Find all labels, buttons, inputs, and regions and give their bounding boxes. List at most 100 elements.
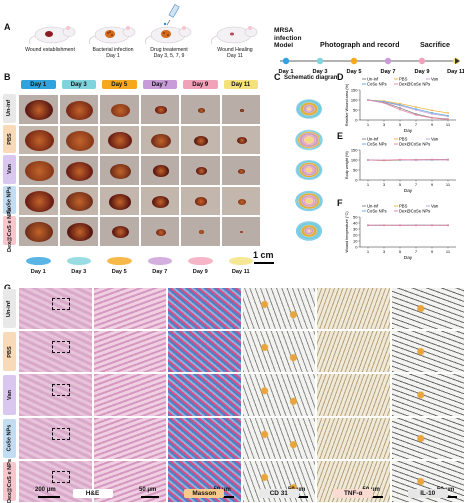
wound-area xyxy=(151,134,171,148)
data-point xyxy=(399,109,401,111)
data-point xyxy=(415,114,417,116)
wound-photo xyxy=(99,94,140,125)
legend-entry: Van xyxy=(431,77,439,82)
scale-bar-label-1cm: 1 cm xyxy=(253,250,274,260)
wound-area xyxy=(66,162,93,181)
wound-area xyxy=(109,194,131,210)
histology-group-text: CoSe NPs xyxy=(7,425,13,452)
series-line xyxy=(368,100,448,119)
wound-photo xyxy=(99,125,140,156)
x-tick-label: 9 xyxy=(431,249,434,254)
histology-group-text: Dex@CoS e NPs xyxy=(7,459,13,503)
histology-group-label: PBS xyxy=(3,332,16,371)
x-tick-label: 9 xyxy=(431,182,434,187)
sacrifice-label: Sacrifice xyxy=(420,40,450,49)
histology-image xyxy=(316,330,391,373)
wound-area xyxy=(25,191,54,212)
data-point xyxy=(415,224,417,226)
data-point xyxy=(447,112,449,114)
wound-area xyxy=(110,164,131,179)
legend-day-label: Day 9 xyxy=(180,269,221,275)
step-label-healing: Wound Healing Day 11 xyxy=(204,48,266,60)
photo-record-label: Photograph and record xyxy=(320,40,399,49)
wound-area xyxy=(111,104,130,117)
timeline-day-label: Day 9 xyxy=(415,69,430,75)
timeline-day-label: Day 11 xyxy=(447,69,464,75)
schematic-ring xyxy=(305,198,313,204)
data-point xyxy=(431,159,433,161)
wound-photo xyxy=(221,186,262,217)
x-tick-label: 1 xyxy=(367,122,370,127)
wound-photo xyxy=(59,186,100,217)
histology-image xyxy=(93,417,168,460)
wound-area xyxy=(25,100,53,120)
y-tick-label: 0 xyxy=(355,117,358,122)
zoom-region-box xyxy=(52,384,70,396)
data-point xyxy=(383,159,385,161)
schematic-diagram xyxy=(289,94,329,124)
wound-photo xyxy=(140,216,181,247)
scale-label-200um: 200 μm xyxy=(35,487,56,493)
legend-swatch xyxy=(67,257,92,265)
y-tick-label: 150 xyxy=(351,87,358,92)
panel-label-d: D xyxy=(337,72,344,82)
histology-image xyxy=(93,373,168,416)
day-header-tab: Day 5 xyxy=(102,80,137,89)
legend-day-label: Day 3 xyxy=(59,269,100,275)
x-tick-label: 7 xyxy=(415,122,418,127)
wound-photo xyxy=(18,94,59,125)
step-label-drug: Drug treatement Day 3, 5, 7, 9 xyxy=(138,48,200,60)
data-point xyxy=(447,115,449,117)
wound-photo xyxy=(221,216,262,247)
wound-area xyxy=(238,199,246,205)
group-label-box: Van xyxy=(3,155,16,184)
wound-photo xyxy=(180,216,221,247)
data-point xyxy=(383,224,385,226)
model-title: MRSA infection Model xyxy=(274,27,314,50)
wound-area xyxy=(112,226,129,238)
histology-image xyxy=(167,373,242,416)
timeline-dot xyxy=(351,58,357,64)
day-header-tab: Day 3 xyxy=(62,80,97,89)
zoom-region-box xyxy=(52,471,70,483)
legend-swatch xyxy=(26,257,51,265)
histology-image xyxy=(242,417,317,460)
zoom-region-box xyxy=(52,428,70,440)
day-header-tab: Day 11 xyxy=(224,80,259,89)
histology-image xyxy=(242,373,317,416)
legend-day-label: Day 11 xyxy=(221,269,262,275)
x-tick-label: 3 xyxy=(383,122,386,127)
wound-photo xyxy=(180,155,221,186)
histology-image xyxy=(242,330,317,373)
histology-image xyxy=(18,373,93,416)
wound-area xyxy=(240,109,244,112)
histology-image xyxy=(242,287,317,330)
x-tick-label: 11 xyxy=(446,122,451,127)
data-point xyxy=(431,117,433,119)
histology-group-text: Van xyxy=(6,390,12,400)
wound-photo xyxy=(59,125,100,156)
data-point xyxy=(447,224,449,226)
step-label-wound: Wound establishment xyxy=(20,48,80,54)
x-tick-label: 11 xyxy=(446,182,451,187)
wound-area xyxy=(196,167,207,175)
wound-photo xyxy=(140,94,181,125)
data-point xyxy=(431,224,433,226)
legend-swatch xyxy=(229,257,254,265)
schematic-diagram xyxy=(289,155,329,185)
wound-area xyxy=(195,197,207,206)
timeline-dot xyxy=(419,58,425,64)
zoom-region-box xyxy=(52,341,70,353)
x-tick-label: 5 xyxy=(399,122,402,127)
wound-photo xyxy=(99,155,140,186)
data-point xyxy=(367,224,369,226)
data-point xyxy=(399,107,401,109)
data-point xyxy=(431,112,433,114)
y-axis-label: Relative Wound area (%) xyxy=(345,83,349,126)
panel-label-c: C xyxy=(274,72,281,82)
wound-area xyxy=(25,130,54,151)
data-point xyxy=(447,159,449,161)
wound-photo xyxy=(180,94,221,125)
